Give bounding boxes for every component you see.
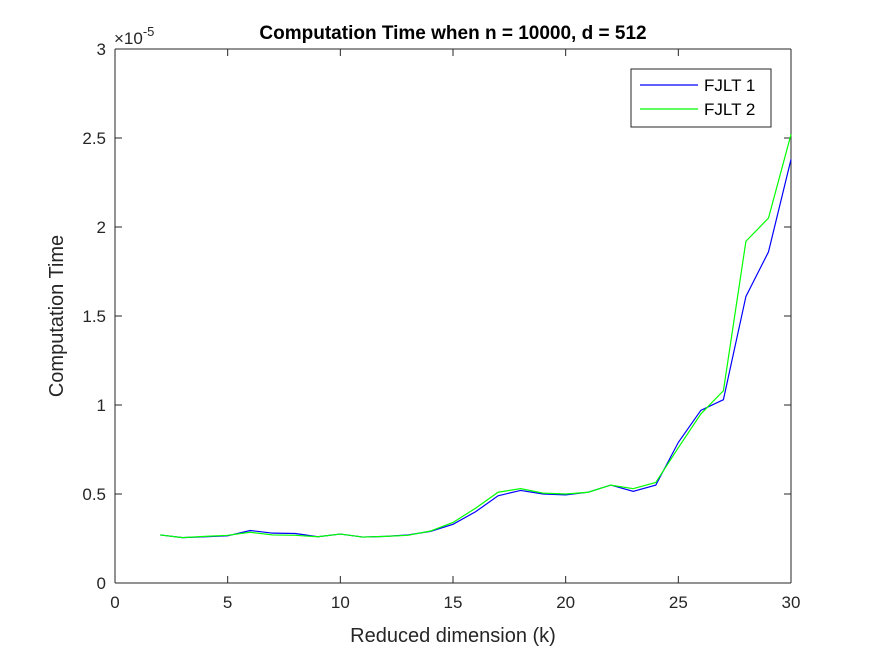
- y-tick-label: 3: [97, 40, 106, 59]
- y-multiplier-base: ×10: [114, 29, 143, 48]
- y-multiplier: ×10-5: [114, 24, 154, 48]
- y-tick-label: 0.5: [82, 485, 106, 504]
- legend-box: [630, 68, 772, 128]
- series-line-1: [159, 159, 792, 539]
- y-axis-label: Computation Time: [46, 235, 68, 397]
- y-multiplier-exponent: -5: [143, 24, 155, 39]
- x-tick-label: 5: [223, 593, 232, 612]
- y-tick-label: 1: [97, 396, 106, 415]
- x-tick-label: 25: [669, 593, 688, 612]
- x-axis-label: Reduced dimension (k): [350, 625, 556, 647]
- x-tick-label: 10: [331, 593, 350, 612]
- legend-entry-2: FJLT 2: [704, 100, 755, 119]
- x-tick-label: 15: [444, 593, 463, 612]
- legend-entry-1: FJLT 1: [704, 76, 755, 95]
- series-line-2: [159, 134, 792, 539]
- y-tick-label: 1.5: [82, 307, 106, 326]
- chart-title: Computation Time when n = 10000, d = 512: [259, 23, 646, 44]
- x-tick-label: 0: [110, 593, 119, 612]
- y-tick-label: 2: [97, 218, 106, 237]
- x-tick-label: 20: [556, 593, 575, 612]
- legend: FJLT 1 FJLT 2: [630, 68, 772, 128]
- plot-area: 0 5 10 15 20 25 30 0 0.5 1 1.5 2 2.5 3: [82, 40, 800, 612]
- y-tick-label: 2.5: [82, 129, 106, 148]
- y-tick-label: 0: [97, 574, 106, 593]
- x-tick-label: 30: [782, 593, 801, 612]
